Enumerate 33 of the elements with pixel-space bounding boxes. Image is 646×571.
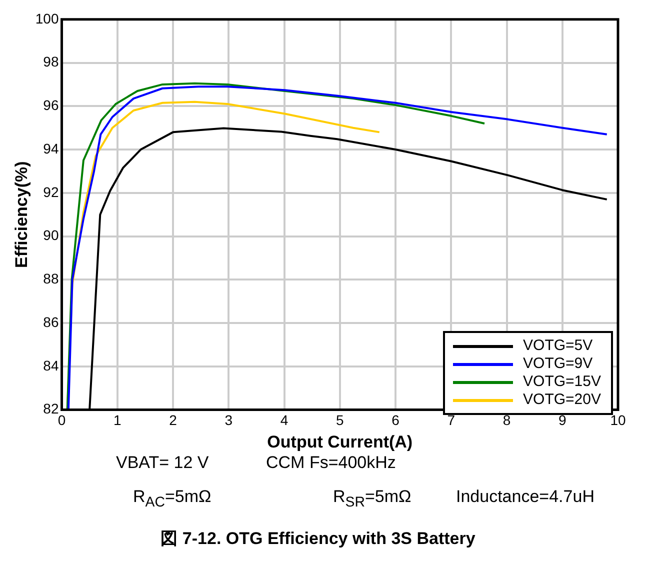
- y-tick-label: 90: [43, 227, 59, 244]
- x-tick-label: 6: [392, 412, 400, 428]
- y-tick-label: 88: [43, 270, 59, 287]
- legend-label: VOTG=9V: [523, 355, 593, 373]
- y-tick-label: 100: [35, 10, 59, 26]
- x-tick-label: 0: [58, 412, 66, 428]
- legend-label: VOTG=5V: [523, 337, 593, 355]
- x-tick-label: 8: [502, 412, 511, 428]
- y-tick-label: 94: [43, 140, 59, 156]
- x-tick-label: 5: [336, 412, 344, 428]
- y-tick-label: 86: [43, 314, 59, 330]
- x-axis-title: Output Current(A): [267, 432, 413, 452]
- x-tick-label: 2: [169, 412, 178, 428]
- x-tick-label: 9: [558, 412, 566, 428]
- x-tick-label: 10: [610, 412, 626, 428]
- text: VBAT= 12 V: [116, 453, 209, 473]
- text: CCM Fs=400kHz: [266, 453, 396, 473]
- text: R$_{SR}$=5mΩ: [333, 487, 412, 510]
- legend-label: VOTG=20V: [523, 391, 601, 409]
- x-tick-label: 1: [113, 412, 122, 428]
- legend-label: VOTG=15V: [523, 373, 601, 391]
- y-tick-label: 84: [43, 357, 59, 374]
- text: 図 7-12. OTG Efficiency with 3S Battery: [160, 528, 476, 550]
- y-tick-label: 92: [43, 184, 59, 200]
- text: Inductance=4.7uH: [456, 487, 594, 507]
- x-tick-label: 7: [447, 412, 456, 428]
- x-tick-label: 3: [224, 412, 233, 428]
- x-tick-label: 4: [280, 412, 288, 428]
- y-axis-title: Efficiency(%): [12, 161, 31, 268]
- y-tick-label: 82: [43, 400, 59, 417]
- y-tick-label: 98: [43, 54, 59, 70]
- text: R$_{AC}$=5mΩ: [133, 487, 212, 510]
- y-tick-label: 96: [43, 97, 59, 114]
